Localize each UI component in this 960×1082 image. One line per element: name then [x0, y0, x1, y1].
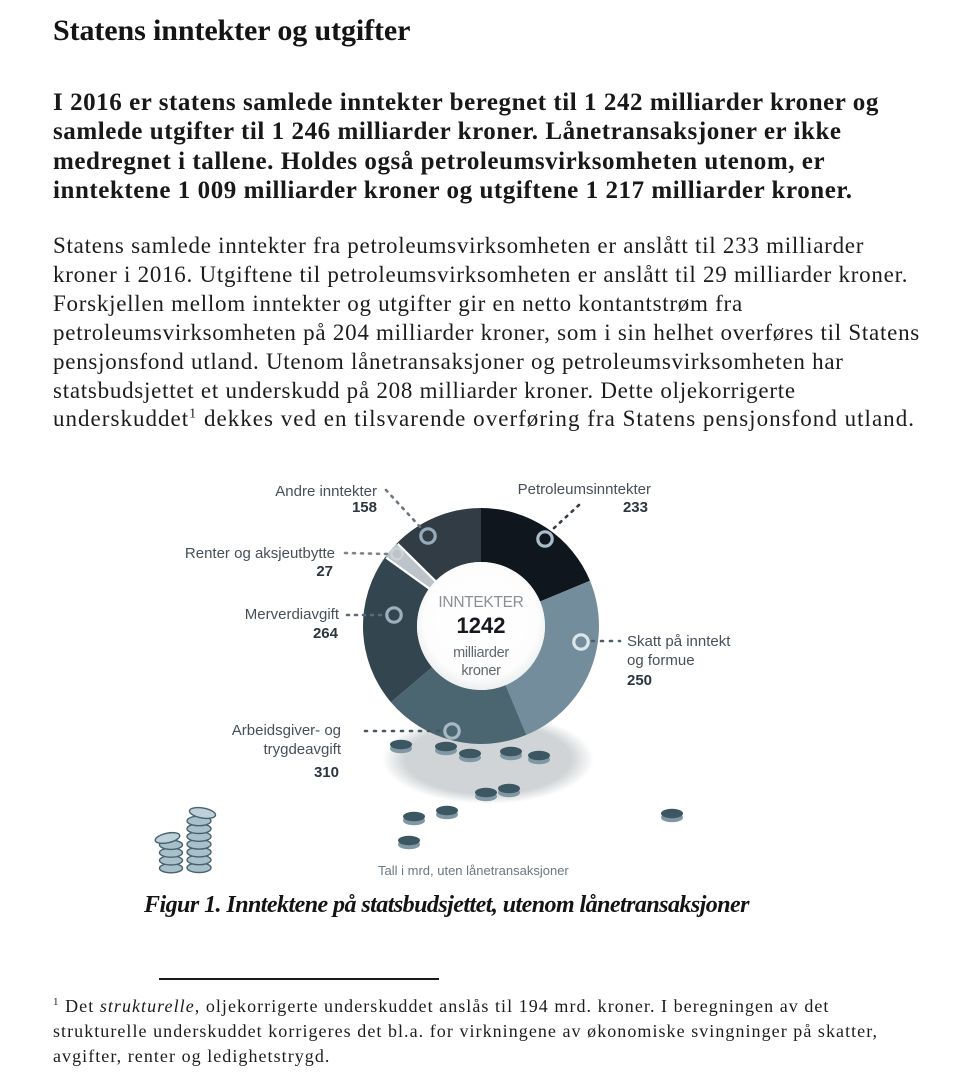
svg-text:27: 27	[316, 563, 333, 580]
svg-text:Petroleumsinntekter: Petroleumsinntekter	[518, 481, 651, 498]
svg-text:Merverdiavgift: Merverdiavgift	[245, 606, 340, 623]
svg-text:og formue: og formue	[627, 652, 695, 669]
svg-text:Tall i mrd, uten lånetransaksj: Tall i mrd, uten lånetransaksjoner	[378, 863, 569, 878]
svg-text:310: 310	[314, 764, 339, 781]
svg-text:Renter og aksjeutbytte: Renter og aksjeutbytte	[185, 545, 335, 562]
svg-text:233: 233	[623, 499, 648, 516]
svg-text:1242: 1242	[457, 613, 506, 638]
svg-text:INNTEKTER: INNTEKTER	[438, 594, 523, 611]
svg-text:milliarder: milliarder	[453, 645, 509, 661]
svg-text:kroner: kroner	[461, 663, 501, 679]
svg-text:Arbeidsgiver- og: Arbeidsgiver- og	[232, 722, 341, 739]
svg-text:Andre inntekter: Andre inntekter	[275, 483, 377, 500]
svg-text:158: 158	[352, 499, 377, 516]
svg-text:264: 264	[313, 625, 339, 642]
svg-text:250: 250	[627, 672, 652, 689]
svg-text:Skatt på inntekt: Skatt på inntekt	[627, 633, 731, 650]
svg-text:trygdeavgift: trygdeavgift	[263, 741, 341, 758]
